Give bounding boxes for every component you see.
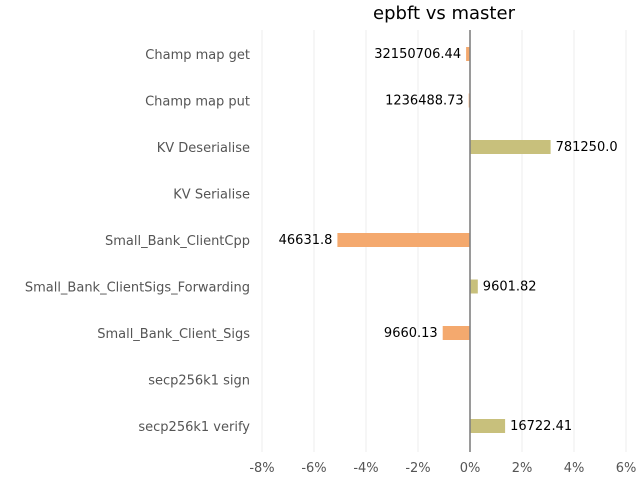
x-tick-label: -4% [353,461,378,476]
bar [470,140,551,154]
category-label: Champ map get [145,48,250,63]
x-tick-label: -2% [405,461,430,476]
bar [466,47,470,61]
category-label: secp256k1 sign [148,374,250,389]
x-tick-label: 0% [460,461,481,476]
data-labels: 32150706.44 1236488.73 781250.0 46631.8 9601… [279,47,618,434]
data-label: 781250.0 [556,140,618,155]
data-label: 16722.41 [510,419,572,434]
data-label: 9660.13 [384,326,438,341]
category-label: Small_Bank_ClientSigs_Forwarding [25,281,250,296]
data-label: 32150706.44 [374,47,461,62]
category-labels: Champ map get Champ map put KV Deserialise… [25,48,250,435]
bar [337,233,470,247]
category-label: KV Deserialise [157,141,250,156]
data-label: 1236488.73 [385,94,464,109]
bars [337,47,551,433]
bar [470,419,506,433]
x-tick-label: -6% [301,461,326,476]
data-label: 46631.8 [279,233,333,248]
x-tick-label: 4% [564,461,585,476]
category-label: KV Serialise [173,188,250,203]
x-tick-label: 2% [512,461,533,476]
bar [442,326,470,340]
category-label: Small_Bank_Client_Sigs [97,327,250,342]
category-label: Champ map put [145,95,250,110]
chart-title: epbft vs master [373,3,516,24]
x-tick-labels: -8% -6% -4% -2% 0% 2% 4% 6% [249,461,636,476]
bar [470,279,478,294]
category-label: secp256k1 verify [138,420,250,435]
x-tick-label: -8% [249,461,274,476]
data-label: 9601.82 [483,280,537,295]
category-label: Small_Bank_ClientCpp [105,234,250,249]
x-tick-label: 6% [616,461,637,476]
